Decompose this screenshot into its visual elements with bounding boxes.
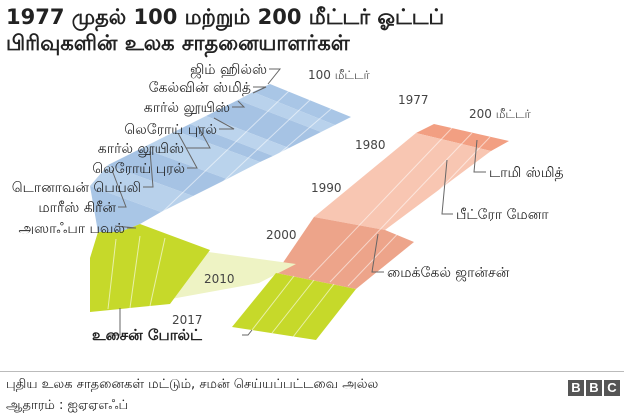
band-200m-segment-1: [416, 124, 509, 151]
connector-bailey: [143, 150, 154, 188]
connector-tommie-smith: [473, 139, 486, 173]
holder-100m-4: லெரோய் புரல்: [124, 122, 217, 138]
year-label-1980: 1980: [355, 138, 386, 152]
timeline-chart: ஜிம் ஹில்ஸ் கேல்வின் ஸ்மித் கார்ல் லூயிஸ…: [12, 62, 564, 344]
band-100m-segment-2: [238, 92, 335, 132]
connector-mennea: [441, 159, 453, 215]
year-label-1977: 1977: [398, 93, 429, 107]
bbc-logo: B B C: [568, 380, 620, 396]
connector-lewis-2: [186, 125, 211, 149]
connector-powell: [114, 225, 137, 229]
band-100m-segment-8: [90, 165, 193, 212]
footer-divider: [0, 371, 624, 372]
band-200m: [276, 124, 509, 289]
band-200m-segment-2: [314, 133, 491, 230]
holder-100m-9: அஸாஃபா பவல்: [18, 221, 125, 237]
band-200m-segment-3: [276, 217, 414, 289]
holder-200m-2: பீட்ரோ மேனா: [456, 207, 549, 223]
bbc-logo-block-3: C: [604, 380, 620, 396]
chart-title: 1977 முதல் 100 மற்றும் 200 மீட்டர் ஓட்டப…: [6, 4, 616, 56]
title-line-2: பிரிவுகளின் உலக சாதனையாளர்கள்: [6, 31, 350, 55]
footnote: புதிய உலக சாதனைகள் மட்டும், சமன் செய்யப்…: [6, 377, 379, 392]
connector-bolt-200: [242, 329, 253, 336]
series-label-100m: 100 மீட்டர்: [308, 68, 371, 82]
title-line-1: 1977 முதல் 100 மற்றும் 200 மீட்டர் ஓட்டப…: [6, 5, 445, 29]
bolt-segments: [90, 224, 356, 340]
band-100m-segment-6: [142, 131, 260, 179]
year-label-2017: 2017: [172, 313, 203, 327]
holder-100m-6: லெரோய் புரல்: [92, 161, 185, 177]
connector-johnson: [371, 233, 384, 273]
holder-100m-7: டொனாவன் பெய்லி: [12, 180, 141, 196]
bbc-logo-block-1: B: [568, 380, 584, 396]
connector-lines: [108, 68, 486, 336]
band-100m-segment-5: [176, 124, 273, 162]
holders-200m: டாமி ஸ்மித் பீட்ரோ மேனா மைக்கேல் ஜான்சன்: [387, 165, 564, 282]
connector-smith: [252, 86, 267, 94]
holder-200m-1: டாமி ஸ்மித்: [489, 165, 564, 181]
bolt-100m-segment: [90, 224, 210, 312]
holder-100m-3: கார்ல் லூயிஸ்: [144, 100, 230, 116]
year-label-2000: 2000: [266, 228, 297, 242]
year-label-1990: 1990: [311, 181, 342, 195]
band-100m-segment-3: [206, 100, 321, 148]
series-label-200m: 200 மீட்டர்: [469, 107, 532, 121]
connector-burrell-1: [213, 117, 235, 130]
connector-lewis-1: [232, 100, 246, 108]
connector-hills: [267, 68, 282, 85]
bbc-logo-block-2: B: [586, 380, 602, 396]
holder-100m-2: கேல்வின் ஸ்மித்: [149, 80, 251, 96]
holder-100m-5: கார்ல் லூயிஸ்: [98, 141, 184, 157]
connector-bolt: [108, 308, 121, 336]
holder-200m-3: மைக்கேல் ஜான்சன்: [387, 265, 510, 282]
band-100m-segment-1: [253, 84, 351, 125]
band-100m-segment-9: [90, 186, 161, 232]
holder-100m-1: ஜிம் ஹில்ஸ்: [190, 62, 267, 79]
bolt-200m-segment: [232, 273, 356, 340]
shared-holder-label: உசைன் போல்ட்: [92, 326, 203, 344]
band-100m-segment-7: [108, 148, 227, 196]
year-label-2010: 2010: [204, 272, 235, 286]
connector-greene: [111, 169, 127, 208]
holder-100m-8: மாரீஸ் கிரீன்: [38, 200, 116, 216]
year-labels: 1977 1980 1990 2000 2010 2017: [172, 93, 429, 327]
connector-burrell-2: [177, 132, 198, 169]
source-line: ஆதாரம் : ஐஏஏஎஃப்: [6, 398, 129, 413]
holders-100m: ஜிம் ஹில்ஸ் கேல்வின் ஸ்மித் கார்ல் லூயிஸ…: [12, 62, 267, 237]
band-100m: [90, 84, 351, 232]
band-100m-segment-4: [190, 116, 289, 156]
